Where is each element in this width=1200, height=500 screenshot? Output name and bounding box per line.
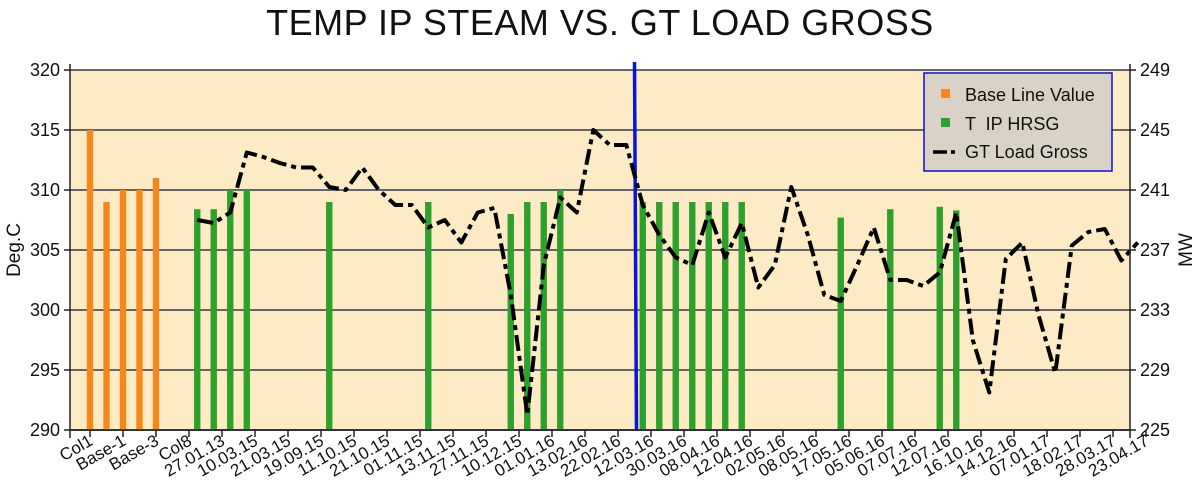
axes [69,64,1131,438]
bar-t-ip-hrsg [540,202,547,430]
bar-t-ip-hrsg [887,209,894,430]
bar-t-ip-hrsg [227,190,234,430]
bar-base-line-value [86,130,94,430]
legend-label-base-line-value: Base Line Value [965,85,1095,105]
legend-box [923,72,1113,172]
bar-t-ip-hrsg [936,206,943,430]
bar-t-ip-hrsg [672,202,679,430]
bar-series [86,130,960,430]
y-right-tick-label: 249 [1140,60,1170,80]
y-axis-right-label: MW [1176,233,1197,267]
bar-t-ip-hrsg [722,202,729,430]
bar-t-ip-hrsg [738,202,745,430]
y-axis-left-label: Deg.C [4,223,25,277]
bar-base-line-value [103,202,110,430]
y-left-tick-label: 305 [30,240,60,260]
legend-label-t-ip-hrsg: T IP HRSG [965,114,1059,134]
bar-t-ip-hrsg [953,210,960,430]
y-right-tick-label: 245 [1140,120,1170,140]
y-right-tick-label: 225 [1140,420,1170,440]
bar-t-ip-hrsg [194,209,201,430]
y-left-tick-label: 295 [30,360,60,380]
y-left-tick-label: 320 [30,60,60,80]
legend-swatch-t-ip-hrsg [941,118,950,127]
bar-t-ip-hrsg [656,202,663,430]
right-y-axis: 225 229 233 237 241 245 249 [1130,60,1170,440]
y-right-tick-label: 233 [1140,300,1170,320]
legend: Base Line Value T IP HRSG GT Load Gross [923,72,1113,172]
bar-t-ip-hrsg [639,202,646,430]
legend-swatch-base-line-value [941,89,950,98]
bar-t-ip-hrsg [524,202,531,430]
y-left-tick-label: 300 [30,300,60,320]
chart-title: TEMP IP STEAM VS. GT LOAD GROSS [266,2,934,43]
left-y-axis: 290 295 300 305 310 315 320 [30,60,70,440]
bar-t-ip-hrsg [425,202,432,430]
bar-base-line-value [136,190,143,430]
y-left-tick-label: 310 [30,180,60,200]
bar-base-line-value [152,178,160,430]
bar-t-ip-hrsg [326,202,333,430]
y-right-tick-label: 241 [1140,180,1170,200]
bar-t-ip-hrsg [689,202,696,430]
legend-label-gt-load-gross: GT Load Gross [965,142,1088,162]
bar-t-ip-hrsg [210,209,217,430]
gt-load-gross-line [196,128,1140,417]
x-axis: Col1Base-1Base-3Col827.01.1310.03.1521.0… [56,430,1152,481]
bar-base-line-value [119,190,127,430]
y-left-tick-label: 315 [30,120,60,140]
y-right-tick-label: 237 [1140,240,1170,260]
reference-line [632,61,639,431]
bar-t-ip-hrsg [705,202,712,430]
bar-t-ip-hrsg [557,190,564,430]
bar-t-ip-hrsg [837,217,844,430]
y-right-tick-label: 229 [1140,360,1170,380]
y-left-tick-label: 290 [30,420,60,440]
bar-t-ip-hrsg [243,190,250,430]
bar-t-ip-hrsg [507,214,514,430]
